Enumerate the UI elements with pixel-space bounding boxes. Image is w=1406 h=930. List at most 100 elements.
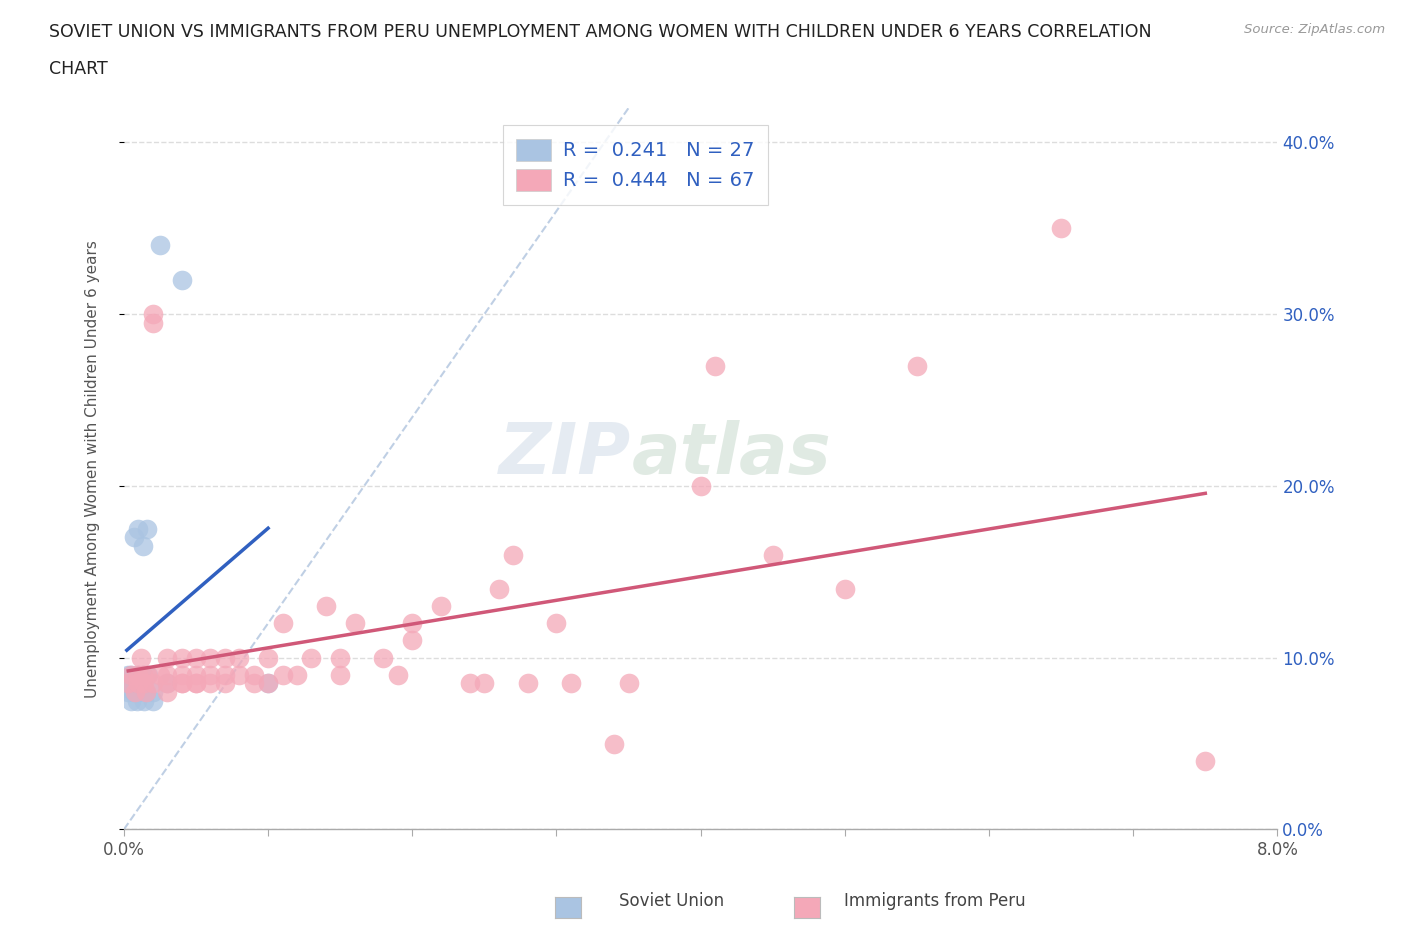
Point xyxy=(170,650,193,665)
Point xyxy=(115,676,138,691)
Point xyxy=(617,676,640,691)
Point xyxy=(689,478,711,493)
Point xyxy=(214,668,236,683)
Point xyxy=(135,684,157,699)
Point xyxy=(127,676,149,691)
Legend: R =  0.241   N = 27, R =  0.444   N = 67: R = 0.241 N = 27, R = 0.444 N = 67 xyxy=(503,125,768,205)
Point xyxy=(132,676,155,691)
Point xyxy=(271,668,294,683)
Point xyxy=(156,676,179,691)
Point xyxy=(271,616,294,631)
Text: SOVIET UNION VS IMMIGRANTS FROM PERU UNEMPLOYMENT AMONG WOMEN WITH CHILDREN UNDE: SOVIET UNION VS IMMIGRANTS FROM PERU UNE… xyxy=(49,23,1152,41)
Point xyxy=(118,676,141,691)
Point xyxy=(200,650,222,665)
Point xyxy=(117,684,139,699)
Point xyxy=(170,668,193,683)
Point xyxy=(704,358,727,373)
Point xyxy=(127,668,149,683)
Point xyxy=(329,668,352,683)
Point xyxy=(127,684,149,699)
Point xyxy=(184,650,207,665)
Point xyxy=(138,668,160,683)
Point xyxy=(488,581,510,596)
Point xyxy=(142,693,165,708)
Point xyxy=(170,676,193,691)
Point xyxy=(120,668,142,683)
Point xyxy=(142,315,165,330)
Point xyxy=(603,736,626,751)
Point xyxy=(228,650,250,665)
Point xyxy=(156,676,179,691)
Point xyxy=(315,599,337,614)
Point xyxy=(184,676,207,691)
Point xyxy=(131,668,153,683)
Point xyxy=(142,307,165,322)
Point xyxy=(184,668,207,683)
Point xyxy=(124,676,146,691)
Point xyxy=(156,684,179,699)
Point xyxy=(132,693,155,708)
Point xyxy=(136,668,159,683)
Point xyxy=(142,684,165,699)
Point xyxy=(458,676,481,691)
Point xyxy=(120,693,142,708)
Text: atlas: atlas xyxy=(631,419,831,489)
Point xyxy=(516,676,538,691)
Point xyxy=(117,676,139,691)
Point xyxy=(117,668,139,683)
Point xyxy=(502,547,524,562)
Point xyxy=(905,358,928,373)
Point xyxy=(257,676,280,691)
Point xyxy=(170,676,193,691)
Text: Soviet Union: Soviet Union xyxy=(619,892,724,910)
Point xyxy=(125,693,148,708)
Point xyxy=(401,633,423,648)
Point xyxy=(242,676,264,691)
Point xyxy=(129,676,152,691)
Point xyxy=(149,238,172,253)
Y-axis label: Unemployment Among Women with Children Under 6 years: Unemployment Among Women with Children U… xyxy=(86,240,100,698)
Point xyxy=(242,668,264,683)
Point xyxy=(124,684,146,699)
Point xyxy=(127,522,149,537)
Point xyxy=(387,668,409,683)
Point xyxy=(129,650,152,665)
Point xyxy=(546,616,568,631)
Point xyxy=(149,668,172,683)
Text: ZIP: ZIP xyxy=(499,419,631,489)
Point xyxy=(762,547,785,562)
Point xyxy=(834,581,856,596)
Point xyxy=(401,616,423,631)
Point xyxy=(127,668,149,683)
Point xyxy=(135,684,157,699)
Point xyxy=(299,650,322,665)
Point xyxy=(214,650,236,665)
Point xyxy=(200,668,222,683)
Point xyxy=(329,650,352,665)
Text: Immigrants from Peru: Immigrants from Peru xyxy=(844,892,1025,910)
Point xyxy=(257,676,280,691)
Point xyxy=(156,650,179,665)
Point xyxy=(430,599,453,614)
Point xyxy=(373,650,395,665)
Point xyxy=(131,538,153,553)
Point xyxy=(214,676,236,691)
Point xyxy=(122,684,145,699)
Point xyxy=(343,616,366,631)
Point xyxy=(474,676,496,691)
Text: CHART: CHART xyxy=(49,60,108,78)
Point xyxy=(285,668,308,683)
Point xyxy=(170,272,193,287)
Point xyxy=(156,668,179,683)
Point xyxy=(131,668,153,683)
Point xyxy=(142,676,165,691)
Text: Source: ZipAtlas.com: Source: ZipAtlas.com xyxy=(1244,23,1385,36)
Point xyxy=(122,530,145,545)
Point xyxy=(200,676,222,691)
Point xyxy=(228,668,250,683)
Point xyxy=(1050,220,1073,235)
Point xyxy=(1194,753,1216,768)
Point xyxy=(257,650,280,665)
Point xyxy=(136,522,159,537)
Point xyxy=(560,676,582,691)
